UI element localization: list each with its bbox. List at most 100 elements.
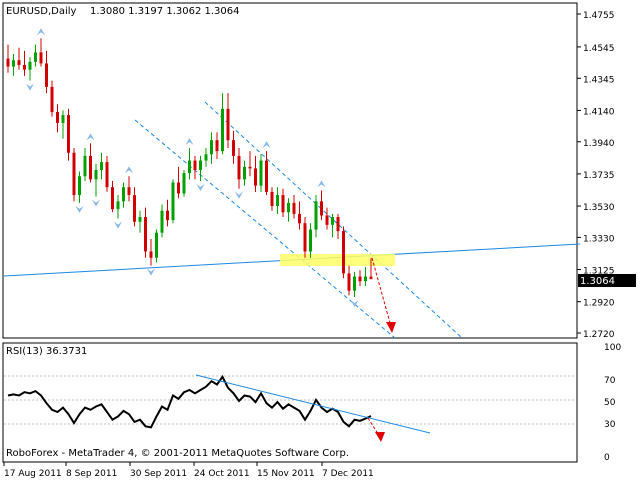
candle-body xyxy=(67,115,70,153)
price-tick-label: 1.4345 xyxy=(583,75,615,85)
time-tick-label: 24 Oct 2011 xyxy=(194,469,250,479)
channel-upper-line[interactable] xyxy=(204,101,463,339)
time-tick-label: 15 Nov 2011 xyxy=(257,469,315,479)
rsi-axis: 100 70 50 30 0 xyxy=(604,343,621,463)
candle-body xyxy=(303,223,307,252)
rsi-title: RSI(13) 36.3731 xyxy=(6,346,87,357)
candle-body xyxy=(204,154,208,161)
candle-body xyxy=(215,140,219,152)
candle-body xyxy=(127,187,131,196)
fractal-down-icon xyxy=(147,268,155,276)
fractal-up-icon xyxy=(37,28,45,36)
candle-body xyxy=(56,111,59,123)
candle-body xyxy=(199,160,202,170)
candle-body xyxy=(358,276,362,282)
price-tick-label: 1.3330 xyxy=(583,234,615,244)
price-tick-label: 1.3125 xyxy=(583,267,615,277)
forecast-arrow-line xyxy=(371,257,393,331)
candle-body xyxy=(111,187,114,210)
candle-body xyxy=(331,217,334,225)
candle-body xyxy=(276,195,279,207)
fractal-down-icon xyxy=(114,221,122,229)
rsi-forecast-line xyxy=(367,417,381,438)
fractal-up-icon xyxy=(317,180,326,188)
watermark-text: RoboForex - MetaTrader 4, © 2001-2011 Me… xyxy=(6,448,349,459)
candle-body xyxy=(138,217,142,222)
candle-body xyxy=(237,155,241,180)
candle-body xyxy=(314,201,318,230)
candle-body xyxy=(325,215,329,225)
fractal-down-icon xyxy=(196,183,205,191)
candle-body xyxy=(254,168,257,186)
time-tick-label: 17 Aug 2011 xyxy=(4,469,62,479)
forecast-arrow-head xyxy=(386,322,396,333)
fractal-down-icon xyxy=(350,299,359,307)
candle-body xyxy=(193,160,197,170)
fractal-down-icon xyxy=(92,199,100,207)
candle-body xyxy=(188,160,191,174)
candle-body xyxy=(166,210,169,221)
last-price-label: 1.3064 xyxy=(580,276,615,287)
price-tick-label: 1.3735 xyxy=(583,171,615,181)
price-tick-label: 1.4545 xyxy=(583,44,615,54)
candle-body xyxy=(28,61,32,70)
candle-body xyxy=(369,276,373,280)
fractal-down-icon xyxy=(26,83,34,91)
candle-body xyxy=(320,201,323,216)
highlight-zone[interactable] xyxy=(280,254,395,266)
candle-body xyxy=(226,108,230,141)
rsi-line xyxy=(7,374,372,429)
candle-body xyxy=(248,166,252,169)
candle-body xyxy=(155,232,158,258)
candle-body xyxy=(105,162,109,188)
fractals-group xyxy=(26,28,359,307)
rsi-tick-label: 100 xyxy=(604,343,621,353)
candle-body xyxy=(160,210,164,233)
candles-group xyxy=(6,38,373,297)
candle-body xyxy=(23,64,26,70)
fractal-up-icon xyxy=(262,141,271,149)
candle-body xyxy=(78,176,81,196)
candle-body xyxy=(45,63,48,87)
candle-body xyxy=(336,217,340,232)
candle-body xyxy=(17,60,21,65)
candle-body xyxy=(12,60,15,67)
rsi-trendline[interactable] xyxy=(195,374,431,434)
candle-body xyxy=(122,187,125,202)
ohlc-label: 1.3080 1.3197 1.3062 1.3064 xyxy=(90,6,240,17)
time-tick-label: 7 Dec 2011 xyxy=(322,469,374,479)
candle-body xyxy=(149,251,153,258)
fractal-up-icon xyxy=(125,166,133,174)
candle-body xyxy=(287,202,290,213)
candle-body xyxy=(83,155,87,177)
time-axis: 17 Aug 2011 8 Sep 2011 30 Sep 2011 24 Oct 2… xyxy=(3,462,374,479)
candle-body xyxy=(292,202,296,214)
candle-body xyxy=(259,160,263,186)
candle-body xyxy=(342,231,345,274)
rsi-tick-label: 70 xyxy=(604,376,616,386)
candle-body xyxy=(210,140,213,155)
fractal-down-icon xyxy=(235,191,243,199)
candle-body xyxy=(281,195,285,213)
candle-body xyxy=(89,155,92,180)
candle-body xyxy=(94,169,98,180)
drawing-objects xyxy=(3,101,581,339)
candle-body xyxy=(270,191,274,207)
candle-body xyxy=(221,108,224,152)
candle-body xyxy=(182,173,186,194)
candle-body xyxy=(50,86,54,112)
candle-body xyxy=(177,182,180,194)
candle-body xyxy=(309,229,312,252)
price-tick-label: 1.3940 xyxy=(583,139,615,149)
candle-body xyxy=(232,140,235,156)
price-tick-label: 1.4755 xyxy=(583,11,615,21)
price-tick-label: 1.4140 xyxy=(583,107,615,117)
candle-body xyxy=(61,115,65,123)
price-axis: 1.4755 1.4545 1.4345 1.4140 1.3940 1.3735 1.35… xyxy=(577,11,615,340)
candle-body xyxy=(364,276,367,282)
rsi-tick-label: 0 xyxy=(604,453,610,463)
fractal-up-icon xyxy=(185,138,194,146)
time-tick-label: 30 Sep 2011 xyxy=(130,469,187,479)
